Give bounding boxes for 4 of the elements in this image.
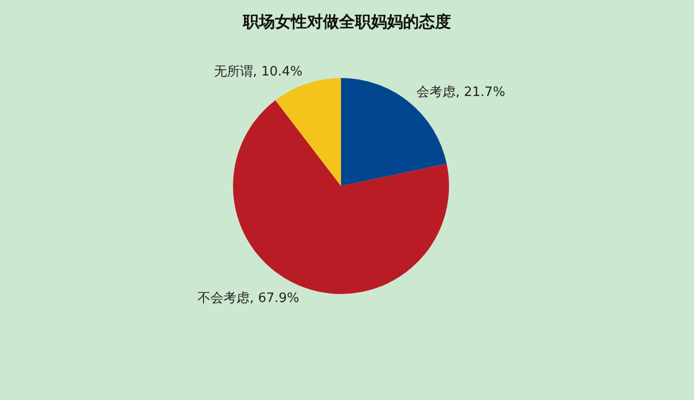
slice-label: 不会考虑, 67.9% [198, 290, 300, 306]
slice-label: 会考虑, 21.7% [416, 85, 506, 100]
slice-label: 无所谓, 10.4% [214, 64, 302, 80]
chart-title: 职场女性对做全职妈妈的态度 [242, 12, 452, 33]
